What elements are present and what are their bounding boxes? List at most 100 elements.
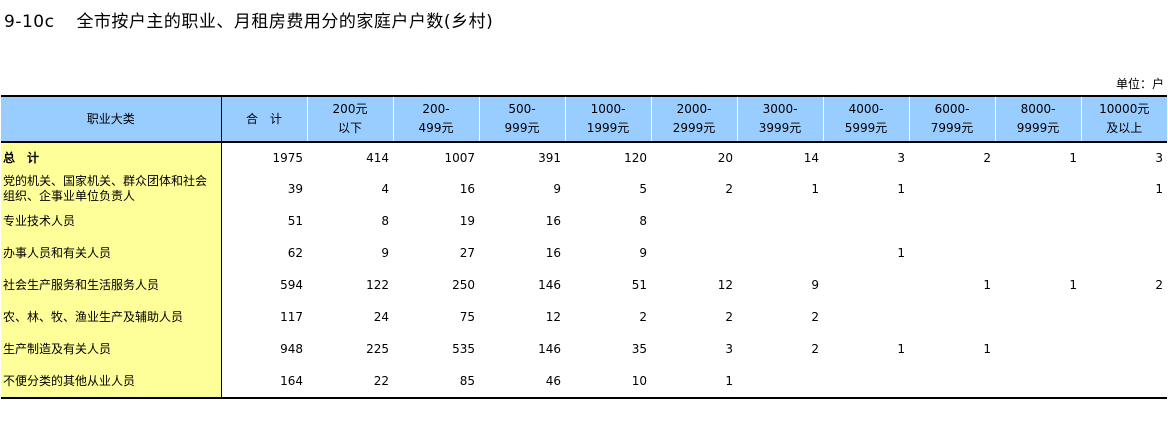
column-header-occupation: 职业大类 (1, 95, 222, 143)
table-cell: 9 (639, 246, 647, 260)
table-cell (995, 237, 1081, 269)
table-cell: 1 (651, 365, 737, 399)
table-cell: 12 (717, 278, 733, 292)
table-cell: 2 (811, 342, 819, 356)
table-cell: 414 (366, 151, 389, 165)
table-cell: 39 (287, 182, 303, 196)
header-line-1: 6000- (934, 102, 970, 116)
table-cell (909, 301, 995, 333)
table-cell: 3 (1155, 151, 1163, 165)
header-line-1: 500- (508, 102, 536, 116)
header-line-2: 3999元 (758, 121, 802, 135)
table-row: 党的机关、国家机关、群众团体和社会组织、企事业单位负责人 39 4 16 9 5 2 1 1 1 (1, 173, 1167, 205)
header-line-2: 7999元 (930, 121, 974, 135)
row-label: 不便分类的其他从业人员 (1, 365, 222, 399)
table-cell (823, 205, 909, 237)
table-cell: 122 (366, 278, 389, 292)
table-cell: 10 (565, 365, 651, 399)
table-cell: 9 (381, 246, 389, 260)
table-cell: 250 (452, 278, 475, 292)
table-cell: 12 (545, 310, 561, 324)
table-cell (995, 173, 1081, 205)
header-line-2: 2999元 (672, 121, 716, 135)
row-label: 农、林、牧、渔业生产及辅助人员 (1, 301, 222, 333)
table-cell: 1007 (444, 151, 475, 165)
table-cell: 1 (897, 342, 905, 356)
row-label: 社会生产服务和生活服务人员 (1, 269, 222, 301)
header-line-1: 200元 (332, 102, 368, 116)
header-line-2: 1999元 (586, 121, 630, 135)
table-cell: 2 (639, 310, 647, 324)
table-header: 职业大类 合 计 200元 以下 200- 499元 500- 999元 1000- 1999元 2… (1, 95, 1167, 143)
table-cell: 391 (538, 151, 561, 165)
table-cell: 1 (1069, 151, 1077, 165)
table-cell: 5 (639, 182, 647, 196)
table-cell (909, 237, 995, 269)
table-cell (909, 365, 995, 399)
column-header-2: 200元以下 (306, 95, 394, 143)
table-cell (995, 301, 1081, 333)
column-header-4: 500- 999元 (478, 95, 566, 143)
header-line-1: 合 计 (245, 111, 282, 126)
table-cell: 9 (553, 182, 561, 196)
header-line-1: 职业大类 (86, 111, 135, 126)
table-cell (823, 301, 909, 333)
table-cell (1081, 205, 1167, 237)
table-cell: 1 (897, 182, 905, 196)
table-cell: 3 (897, 151, 905, 165)
table-row: 专业技术人员 51 8 19 16 8 (1, 205, 1167, 237)
table-cell: 8 (381, 214, 389, 228)
table-cell: 1 (897, 246, 905, 260)
table-row: 社会生产服务和生活服务人员 594 122 250 146 51 12 9 1 1 2 (1, 269, 1167, 301)
table-cell (737, 205, 823, 237)
header-line-2: 9999元 (1016, 121, 1060, 135)
table-cell: 19 (459, 214, 475, 228)
table-cell (1081, 365, 1167, 399)
table-cell (909, 173, 995, 205)
header-line-1: 2000- (676, 102, 712, 116)
table-cell: 1 (1069, 278, 1077, 292)
table-cell: 16 (545, 214, 561, 228)
column-header-3: 200- 499元 (392, 95, 480, 143)
table-cell (823, 269, 909, 301)
header-line-2: 999元 (504, 121, 540, 135)
table-cell (909, 205, 995, 237)
table-cell: 22 (307, 365, 393, 399)
table-cell: 2 (725, 182, 733, 196)
table-cell: 20 (717, 151, 733, 165)
row-label: 总 计 (1, 142, 222, 173)
page-title: 9-10c 全市按户主的职业、月租房费用分的家庭户户数(乡村) (4, 7, 493, 32)
header-line-2: 5999元 (844, 121, 888, 135)
row-label: 专业技术人员 (1, 205, 222, 237)
table-title-text: 全市按户主的职业、月租房费用分的家庭户户数(乡村) (76, 12, 494, 32)
table-cell: 1 (811, 182, 819, 196)
table-cell: 75 (459, 310, 475, 324)
table-cell: 594 (280, 278, 303, 292)
table-cell (1081, 301, 1167, 333)
header-line-1: 1000- (590, 102, 626, 116)
table-cell: 8 (639, 214, 647, 228)
table-cell: 51 (287, 214, 303, 228)
table-cell: 1 (1155, 182, 1163, 196)
table-cell: 117 (280, 310, 303, 324)
column-header-1: 合 计 (220, 95, 308, 143)
header-line-1: 10000元 (1099, 102, 1150, 116)
table-cell: 1975 (272, 151, 303, 165)
table-row: 办事人员和有关人员 62 9 27 16 9 1 (1, 237, 1167, 269)
table-cell: 3 (725, 342, 733, 356)
table-cell (651, 205, 737, 237)
table-cell: 164 (221, 365, 307, 399)
table-cell: 24 (373, 310, 389, 324)
table-cell: 62 (287, 246, 303, 260)
table-cell (1081, 237, 1167, 269)
header-line-2: 以下 (337, 121, 362, 135)
table-cell: 9 (811, 278, 819, 292)
header-line-1: 4000- (848, 102, 884, 116)
table-row: 不便分类的其他从业人员 164 22 85 46 10 1 (1, 365, 1167, 399)
column-header-7: 3000- 3999元 (736, 95, 824, 143)
column-header-11: 10000元 及以上 (1080, 95, 1167, 143)
header-row: 职业大类 合 计 200元 以下 200- 499元 500- 999元 1000- 1999元 2… (1, 95, 1167, 143)
table-row: 总 计 1975 414 1007 391 120 20 14 3 2 1 3 (1, 142, 1167, 173)
table-cell: 2 (1155, 278, 1163, 292)
column-header-5: 1000- 1999元 (564, 95, 652, 143)
